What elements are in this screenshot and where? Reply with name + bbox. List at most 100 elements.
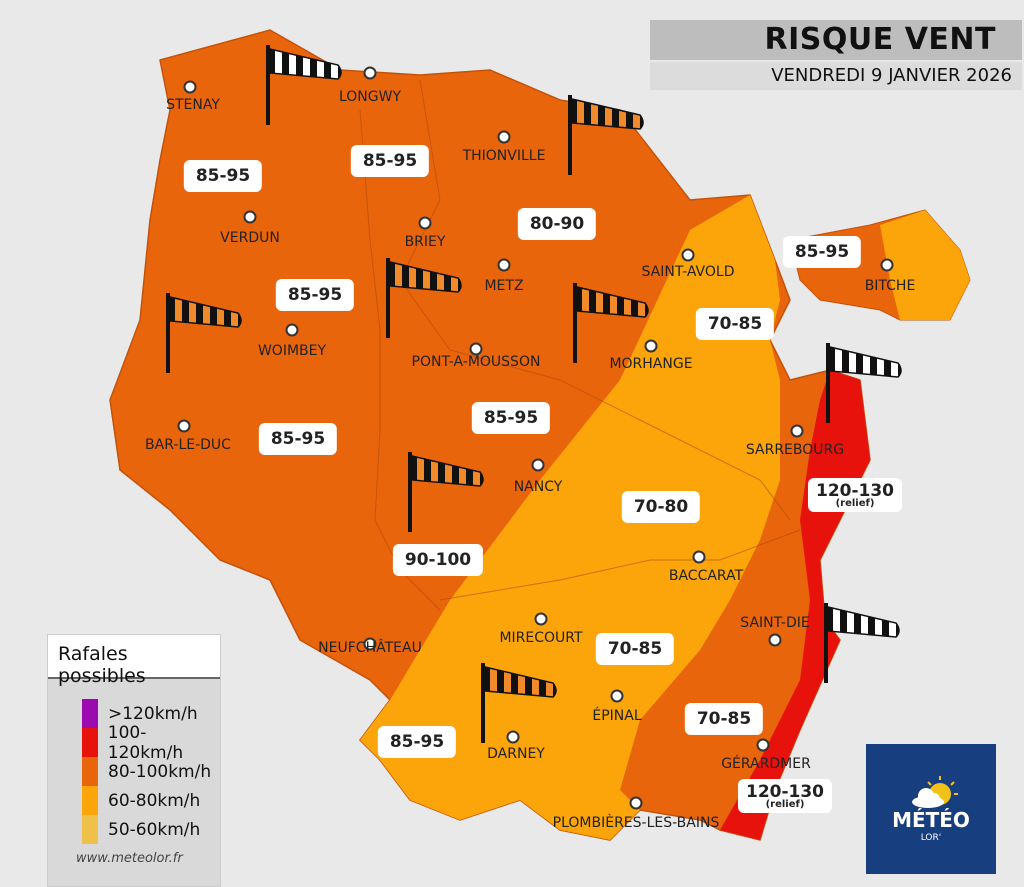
city-label: SARREBOURG <box>745 442 845 458</box>
meteolor-logo: MÉTÉO LOR' <box>866 744 996 874</box>
zone-60-80 <box>360 195 780 840</box>
gust-range-value: 70-85 <box>696 709 752 729</box>
city-label: MIRECOURT <box>499 630 583 646</box>
gust-range-value: 90-100 <box>404 550 472 570</box>
city-label: BAR-LE-DUC <box>145 437 231 453</box>
title-banner: RISQUE VENT <box>650 20 1022 60</box>
city-label: STENAY <box>166 97 220 113</box>
legend-item: 80-100km/h <box>82 757 211 786</box>
gust-range-value: 85-95 <box>270 429 326 449</box>
city-label: SAINT-AVOLD <box>641 264 735 280</box>
legend-item: 60-80km/h <box>82 786 200 815</box>
city-marker <box>506 730 520 744</box>
legend-label: 50-60km/h <box>108 819 201 840</box>
city-marker <box>177 419 191 433</box>
city-marker <box>243 210 257 224</box>
gust-range-value: 120-130 <box>745 782 825 802</box>
gust-range-value: 85-95 <box>287 285 343 305</box>
gust-range-value: 85-95 <box>362 151 418 171</box>
city-marker <box>681 248 695 262</box>
legend-item: 50-60km/h <box>82 815 200 844</box>
page-title: RISQUE VENT <box>764 22 996 57</box>
logo-sub: LOR' <box>920 833 942 843</box>
gust-range-value: 80-90 <box>529 214 585 234</box>
gust-range-value: 85-95 <box>794 242 850 262</box>
gust-range-label: 85-95 <box>350 145 430 177</box>
gust-range-label: 70-80 <box>621 491 701 523</box>
gust-range-label: 85-95 <box>183 160 263 192</box>
city-label: PLOMBIÈRES-LES-BAINS <box>552 815 720 831</box>
city-marker <box>644 339 658 353</box>
gust-range-label: 120-130 (relief) <box>807 478 903 512</box>
legend-item: 100-120km/h <box>82 723 220 763</box>
city-marker <box>363 637 377 651</box>
city-label: BACCARAT <box>668 568 744 584</box>
gust-range-value: 85-95 <box>389 732 445 752</box>
gust-range-value: 70-85 <box>607 639 663 659</box>
city-label: SAINT-DIE <box>740 615 810 631</box>
city-marker <box>768 633 782 647</box>
gust-range-label: 70-85 <box>595 633 675 665</box>
city-marker <box>534 612 548 626</box>
relief-note: (relief) <box>765 799 805 810</box>
gust-range-value: 85-95 <box>483 408 539 428</box>
gust-range-value: 85-95 <box>195 166 251 186</box>
city-marker <box>497 258 511 272</box>
legend-swatch <box>82 728 98 757</box>
forecast-date: VENDREDI 9 JANVIER 2026 <box>771 65 1012 86</box>
city-marker <box>790 424 804 438</box>
gust-range-label: 70-85 <box>684 703 764 735</box>
city-marker <box>692 550 706 564</box>
gust-range-label: 80-90 <box>517 208 597 240</box>
relief-note: (relief) <box>835 498 875 509</box>
city-label: PONT-A-MOUSSON <box>411 354 541 370</box>
zone-bitche-60-80 <box>880 210 970 320</box>
city-label: METZ <box>484 278 524 294</box>
gust-range-label: 85-95 <box>258 423 338 455</box>
city-label: DARNEY <box>487 746 545 762</box>
city-marker <box>418 216 432 230</box>
city-label: GÉRARDMER <box>721 756 811 772</box>
gust-range-label: 120-130 (relief) <box>737 779 833 813</box>
city-label: THIONVILLE <box>462 148 546 164</box>
legend-label: 80-100km/h <box>108 761 212 782</box>
legend-title: Rafales possibles <box>48 635 220 687</box>
website-url: www.meteolor.fr <box>76 851 183 866</box>
gust-range-label: 85-95 <box>782 236 862 268</box>
gust-range-label: 85-95 <box>471 402 551 434</box>
legend-label: 100-120km/h <box>107 722 184 763</box>
logo-word: MÉTÉO <box>892 808 970 832</box>
legend-swatch <box>82 815 98 844</box>
city-marker <box>285 323 299 337</box>
city-label: BITCHE <box>864 278 916 294</box>
legend: Rafales possibles >120km/h 100-120km/h 80-… <box>47 634 221 887</box>
city-label: VERDUN <box>220 230 280 246</box>
city-label: ÉPINAL <box>592 708 642 724</box>
city-marker <box>497 130 511 144</box>
legend-label: >120km/h <box>108 703 198 724</box>
gust-range-label: 70-85 <box>695 308 775 340</box>
city-label: WOIMBEY <box>257 343 327 359</box>
legend-item: >120km/h <box>82 699 198 728</box>
gust-range-value: 120-130 <box>815 481 895 501</box>
city-label: LONGWY <box>338 89 402 105</box>
city-marker <box>531 458 545 472</box>
gust-range-label: 90-100 <box>392 544 484 576</box>
city-marker <box>610 689 624 703</box>
city-marker <box>629 796 643 810</box>
gust-range-value: 70-85 <box>707 314 763 334</box>
city-label: MORHANGE <box>609 356 693 372</box>
city-marker <box>756 738 770 752</box>
city-label: NANCY <box>513 479 563 495</box>
gust-range-value: 70-80 <box>633 497 689 517</box>
gust-range-label: 85-95 <box>275 279 355 311</box>
legend-swatch <box>82 699 98 728</box>
date-banner: VENDREDI 9 JANVIER 2026 <box>650 62 1022 90</box>
city-label: NEUFCHÂTEAU <box>318 640 422 656</box>
legend-swatch <box>82 786 98 815</box>
legend-label: 60-80km/h <box>108 790 201 811</box>
city-marker <box>469 342 483 356</box>
cloud-sun-icon <box>912 776 958 808</box>
legend-swatch <box>82 757 98 786</box>
